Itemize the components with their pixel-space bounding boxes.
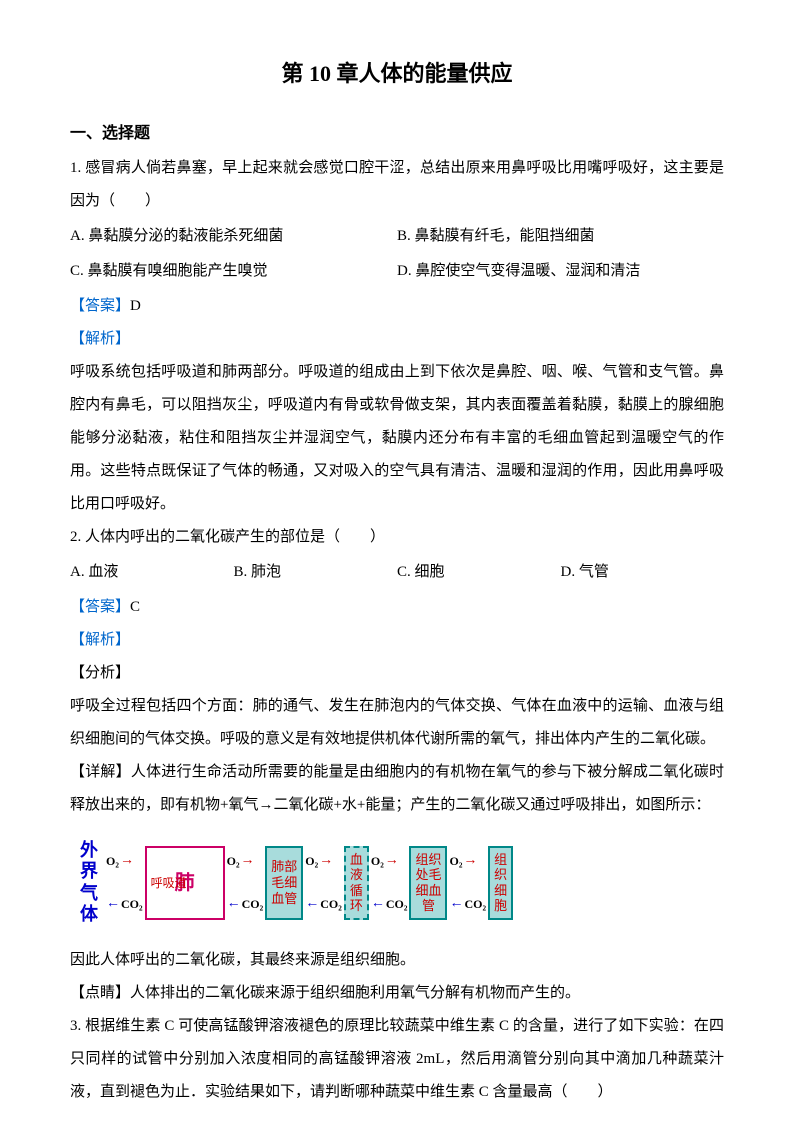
answer-label: 【答案】 <box>70 298 130 314</box>
q2-answer-line: 【答案】C <box>70 591 724 624</box>
q2-analysis-label: 【分析】 <box>70 657 724 690</box>
tissue-cell-box: 组织细胞 <box>488 846 513 920</box>
q2-option-c: C. 细胞 <box>397 556 561 589</box>
answer-label: 【答案】 <box>70 599 130 615</box>
q1-options-row1: A. 鼻黏膜分泌的黏液能杀死细菌 B. 鼻黏膜有纤毛，能阻挡细菌 <box>70 220 724 253</box>
q2-detail-text: 人体进行生命活动所需要的能量是由细胞内的有机物在氧气的参与下被分解成二氧化碳时释… <box>70 764 724 813</box>
q1-stem: 1. 感冒病人倘若鼻塞，早上起来就会感觉口腔干涩，总结出原来用鼻呼吸比用嘴呼吸好… <box>70 152 724 218</box>
chapter-title: 第 10 章人体的能量供应 <box>70 50 724 98</box>
gas-arrows-3: O₂→ ←CO₂ <box>305 846 342 920</box>
point-label: 【点睛】 <box>70 985 130 1001</box>
q1-exp-label: 【解析】 <box>70 323 724 356</box>
q2-options: A. 血液 B. 肺泡 C. 细胞 D. 气管 <box>70 556 724 589</box>
q2-detail: 【详解】人体进行生命活动所需要的能量是由细胞内的有机物在氧气的参与下被分解成二氧… <box>70 756 724 822</box>
lung-capillary-box: 肺部毛细血管 <box>265 846 303 920</box>
gas-arrows-4: O₂→ ←CO₂ <box>371 846 408 920</box>
q2-option-d: D. 气管 <box>561 556 725 589</box>
gas-arrows-1: O₂→ ←CO₂ <box>106 846 143 920</box>
blood-circulation-box: 血液循环 <box>344 846 369 920</box>
q2-after-diagram: 因此人体呼出的二氧化碳，其最终来源是组织细胞。 <box>70 944 724 977</box>
q1-options-row2: C. 鼻黏膜有嗅细胞能产生嗅觉 D. 鼻腔使空气变得温暖、湿润和清洁 <box>70 255 724 288</box>
section-header: 一、选择题 <box>70 116 724 151</box>
q1-option-d: D. 鼻腔使空气变得温暖、湿润和清洁 <box>397 255 724 288</box>
respiration-diagram: 外 界 气 体 O₂→ ←CO₂ 呼吸道 肺 O₂→ ←CO₂ 肺部毛细血管 O… <box>80 840 724 926</box>
q1-option-a: A. 鼻黏膜分泌的黏液能杀死细菌 <box>70 220 397 253</box>
gas-arrows-2: O₂→ ←CO₂ <box>227 846 264 920</box>
q3-stem: 3. 根据维生素 C 可使高锰酸钾溶液褪色的原理比较蔬菜中维生素 C 的含量，进… <box>70 1010 724 1109</box>
lung-box: 呼吸道 肺 <box>145 846 225 920</box>
q1-answer: D <box>130 298 141 314</box>
tissue-capillary-box: 组织处毛细血管 <box>409 846 447 920</box>
q2-stem: 2. 人体内呼出的二氧化碳产生的部位是（ ） <box>70 521 724 554</box>
q1-option-c: C. 鼻黏膜有嗅细胞能产生嗅觉 <box>70 255 397 288</box>
respiratory-tract-label: 呼吸道 <box>151 870 187 896</box>
q2-point-text: 人体排出的二氧化碳来源于组织细胞利用氧气分解有机物而产生的。 <box>130 985 580 1001</box>
gas-arrows-5: O₂→ ←CO₂ <box>449 846 486 920</box>
q2-point: 【点睛】人体排出的二氧化碳来源于组织细胞利用氧气分解有机物而产生的。 <box>70 977 724 1010</box>
q2-answer: C <box>130 599 140 615</box>
q1-answer-line: 【答案】D <box>70 290 724 323</box>
q2-option-a: A. 血液 <box>70 556 234 589</box>
q2-analysis: 呼吸全过程包括四个方面：肺的通气、发生在肺泡内的气体交换、气体在血液中的运输、血… <box>70 690 724 756</box>
external-environment-label: 外 界 气 体 <box>80 840 98 926</box>
q2-exp-label: 【解析】 <box>70 624 724 657</box>
q1-option-b: B. 鼻黏膜有纤毛，能阻挡细菌 <box>397 220 724 253</box>
q2-option-b: B. 肺泡 <box>234 556 398 589</box>
q1-explanation: 呼吸系统包括呼吸道和肺两部分。呼吸道的组成由上到下依次是鼻腔、咽、喉、气管和支气… <box>70 356 724 521</box>
detail-label: 【详解】 <box>70 764 131 780</box>
